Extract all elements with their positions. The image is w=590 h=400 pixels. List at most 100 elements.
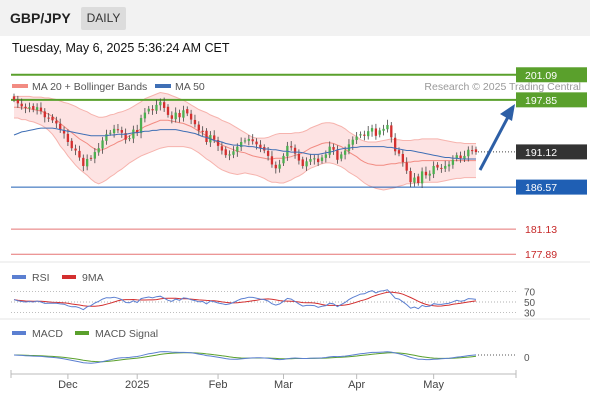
candle-body [85, 159, 89, 167]
candle-body [105, 134, 108, 141]
candle-body [474, 149, 478, 153]
candle-body [82, 157, 85, 166]
x-tick-label: 2025 [125, 379, 149, 391]
chart-header: GBP/JPY DAILY [0, 0, 590, 36]
candle-body [201, 130, 204, 132]
candle-body [470, 150, 474, 152]
candle-body [116, 129, 120, 131]
candle-body [370, 128, 374, 132]
candle-body [220, 146, 224, 151]
candle-body [305, 161, 308, 167]
rsi-level-label-30: 30 [524, 309, 536, 320]
candle-body [340, 154, 343, 159]
candle-body [66, 133, 70, 142]
level-label-2: 191.12 [525, 147, 557, 159]
candle-body [428, 173, 431, 176]
macd-legend-label: MACD [32, 328, 63, 340]
macd-signal-legend-label: MACD Signal [95, 328, 158, 340]
candle-body [316, 158, 320, 163]
candle-body [39, 107, 43, 112]
candle-body [182, 110, 185, 118]
candle-body [309, 159, 312, 162]
candle-body [386, 124, 389, 130]
candle-body [467, 149, 470, 157]
x-tick-label: Mar [274, 379, 293, 391]
candle-body [463, 155, 466, 159]
rsi-level-label-50: 50 [524, 298, 536, 309]
candle-body [28, 107, 31, 109]
candle-body [332, 147, 335, 150]
candle-body [405, 162, 408, 171]
candle-body [228, 154, 231, 156]
candle-body [420, 171, 424, 184]
candle-body [436, 164, 439, 168]
candle-body [451, 159, 455, 165]
legend-bollinger-swatch [12, 84, 28, 88]
rsi-line [13, 289, 477, 311]
candle-body [147, 108, 150, 112]
candle-body [270, 156, 274, 165]
candle-body [35, 107, 39, 110]
candle-body [74, 148, 77, 151]
candle-body [243, 140, 247, 142]
rsi-ma-legend-swatch [62, 275, 76, 279]
candle-body [151, 109, 154, 111]
candle-body [162, 102, 166, 108]
candle-body [70, 140, 73, 149]
candle-body [139, 118, 143, 134]
candle-body [444, 165, 447, 169]
candle-body [355, 136, 358, 141]
macd-legend-swatch [12, 331, 26, 335]
level-label-box-0 [516, 67, 587, 83]
candle-body [16, 99, 20, 104]
macd-zero-label: 0 [524, 353, 530, 364]
level-label-0: 201.09 [525, 70, 557, 82]
candle-body [32, 106, 35, 110]
candle-body [328, 146, 331, 155]
symbol-label: GBP/JPY [10, 10, 71, 26]
ma50-line [13, 127, 476, 160]
level-label-4: 181.13 [525, 224, 557, 236]
candle-body [101, 140, 104, 149]
candle-body [393, 137, 397, 152]
rsi-legend-label: RSI [32, 272, 50, 284]
timestamp: Tuesday, May 6, 2025 5:36:24 AM CET [12, 41, 230, 55]
candle-body [97, 148, 100, 153]
candle-body [236, 146, 239, 152]
candle-body [324, 154, 328, 158]
macd-line [13, 351, 477, 364]
candle-body [112, 128, 116, 134]
x-tick-label: Apr [348, 379, 365, 391]
candle-body [193, 119, 197, 125]
candle-body [301, 159, 304, 166]
candle-body [390, 125, 393, 138]
candle-body [120, 130, 123, 133]
bollinger-lower-line [14, 117, 476, 191]
timeframe-button[interactable]: DAILY [81, 7, 126, 30]
candle-body [363, 134, 366, 136]
candle-body [247, 138, 251, 141]
candle-body [274, 164, 277, 169]
candle-body [413, 177, 416, 183]
candle-body [313, 158, 316, 160]
candle-body [170, 115, 174, 119]
candle-body [109, 132, 112, 134]
level-label-box-2 [516, 144, 587, 160]
level-label-5: 177.89 [525, 249, 557, 261]
candle-body [55, 120, 58, 124]
candle-body [224, 149, 227, 156]
legend-credit: Research © 2025 Trading Central [424, 81, 581, 93]
level-label-3: 186.57 [525, 182, 557, 194]
candle-body [62, 130, 66, 134]
candle-body [401, 153, 405, 163]
forecast-arrow-shaft [478, 116, 510, 171]
legend-ma50-label: MA 50 [175, 81, 205, 93]
rsi-ma-line [13, 291, 477, 307]
candle-body [255, 141, 258, 145]
candle-body [166, 106, 170, 115]
candle-body [424, 171, 428, 176]
x-tick-label: May [423, 379, 444, 391]
forecast-arrow-head [500, 104, 515, 121]
